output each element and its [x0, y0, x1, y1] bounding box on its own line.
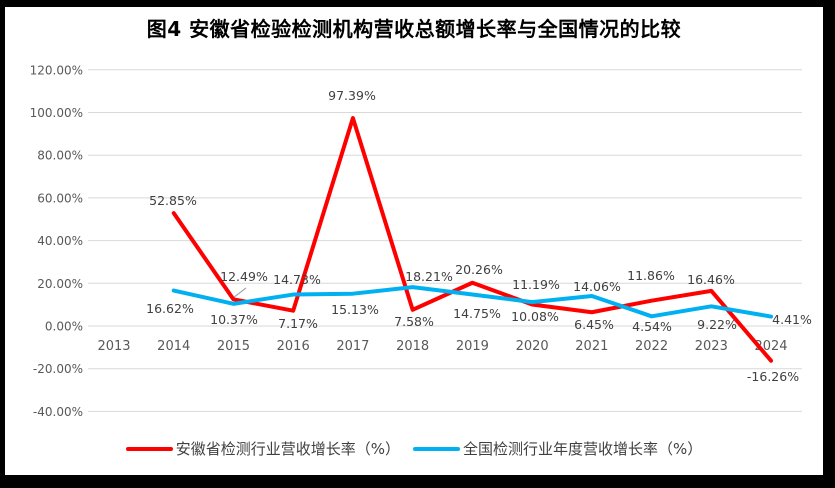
- legend-label-national: 全国检测行业年度营收增长率（%）: [463, 440, 703, 458]
- data-label: 9.22%: [697, 317, 737, 332]
- x-tick-label: 2019: [456, 339, 489, 354]
- data-label: 11.86%: [627, 268, 675, 283]
- y-tick-label: 0.00%: [45, 320, 83, 334]
- y-tick-label: 40.00%: [37, 234, 83, 248]
- data-label: 14.75%: [453, 306, 501, 321]
- data-label: 15.13%: [331, 302, 379, 317]
- x-tick-label: 2023: [695, 339, 728, 354]
- data-label: 20.26%: [455, 262, 503, 277]
- legend-item-national: 全国检测行业年度营收增长率（%）: [413, 438, 702, 459]
- data-label: 16.46%: [687, 272, 735, 287]
- legend-line-swatch-national: [413, 446, 460, 451]
- chart-legend: 安徽省检测行业营收增长率（%） 全国检测行业年度营收增长率（%）: [5, 438, 823, 459]
- x-tick-label: 2021: [575, 339, 608, 354]
- x-tick-label: 2013: [97, 339, 130, 354]
- data-label: 97.39%: [328, 88, 376, 103]
- x-tick-label: 2017: [336, 339, 369, 354]
- data-label: 12.49%: [220, 269, 268, 284]
- data-label: 11.19%: [512, 277, 560, 292]
- data-label-leader-line: [232, 287, 247, 299]
- data-label: 7.58%: [394, 314, 434, 329]
- x-tick-label: 2022: [635, 339, 668, 354]
- x-tick-label: 2014: [157, 339, 190, 354]
- data-label: 16.62%: [146, 301, 194, 316]
- data-label: 4.54%: [632, 319, 672, 334]
- y-tick-label: -20.00%: [33, 362, 83, 376]
- y-tick-label: 20.00%: [37, 277, 83, 291]
- y-tick-label: -40.00%: [33, 405, 83, 419]
- series-line-anhui: [171, 116, 774, 363]
- x-tick-label: 2015: [217, 339, 250, 354]
- data-label: 14.73%: [273, 272, 321, 287]
- y-tick-label: 100.00%: [30, 106, 83, 120]
- chart-title: 图4 安徽省检验检测机构营收总额增长率与全国情况的比较: [146, 17, 682, 41]
- x-tick-label: 2016: [277, 339, 310, 354]
- legend-line-swatch-anhui: [125, 446, 173, 451]
- data-label: 18.21%: [405, 269, 453, 284]
- data-label: 52.85%: [149, 193, 197, 208]
- data-label: 10.37%: [210, 312, 258, 327]
- data-label: 7.17%: [278, 316, 318, 331]
- y-tick-label: 60.00%: [37, 191, 83, 205]
- series-line-national: [171, 285, 774, 319]
- data-label: 10.08%: [511, 309, 559, 324]
- x-tick-label: 2020: [516, 339, 549, 354]
- x-tick-label: 2018: [396, 339, 429, 354]
- data-label: 6.45%: [574, 317, 614, 332]
- y-tick-label: 80.00%: [37, 149, 83, 163]
- data-label: 14.06%: [573, 279, 621, 294]
- legend-label-anhui: 安徽省检测行业营收增长率（%）: [175, 440, 400, 458]
- data-label: -16.26%: [747, 369, 799, 384]
- data-label: 4.41%: [772, 312, 812, 327]
- legend-item-anhui: 安徽省检测行业营收增长率（%）: [125, 438, 400, 459]
- y-tick-label: 120.00%: [30, 63, 83, 77]
